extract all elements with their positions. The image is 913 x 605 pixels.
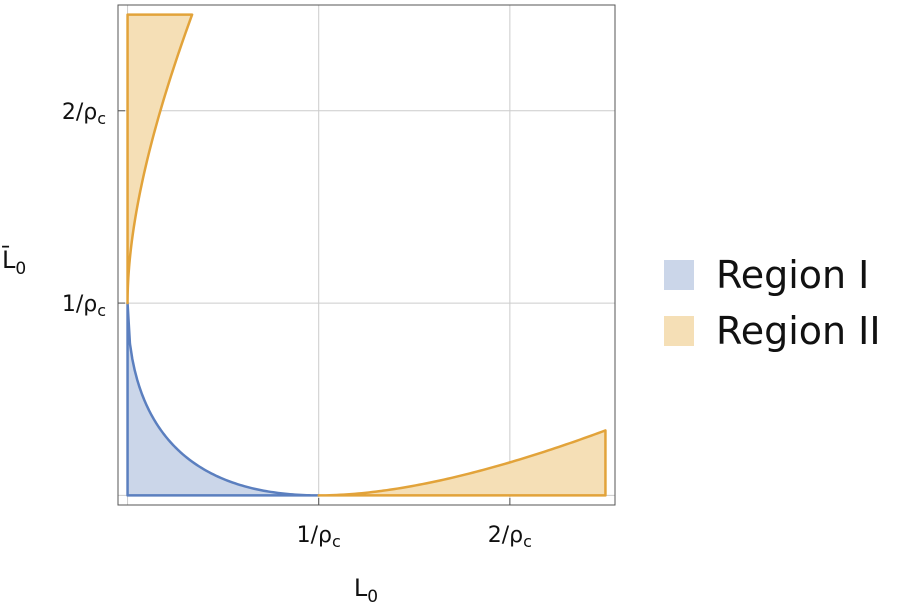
- x-tick-label: 2/ρc: [488, 523, 532, 551]
- regions: [126, 13, 607, 497]
- region-i-area: [126, 301, 320, 497]
- legend-label: Region I: [716, 253, 869, 297]
- x-axis-label: L0: [354, 574, 378, 605]
- y-tick-label: 1/ρc: [62, 292, 106, 320]
- y-axis-label: L̄0: [1, 245, 26, 279]
- x-tick-label: 1/ρc: [297, 523, 341, 551]
- gridlines: [118, 5, 615, 505]
- ticks: 1/ρc 2/ρc 1/ρc 2/ρc: [62, 100, 532, 551]
- plot-frame: [117, 4, 616, 506]
- legend-label: Region II: [716, 309, 881, 353]
- legend-swatch: [664, 316, 694, 346]
- region-ii-area-right: [317, 429, 607, 497]
- y-tick-label: 2/ρc: [62, 100, 106, 128]
- legend-swatch: [664, 260, 694, 290]
- legend: Region I Region II: [664, 253, 881, 353]
- region-ii-area-upper: [126, 13, 194, 305]
